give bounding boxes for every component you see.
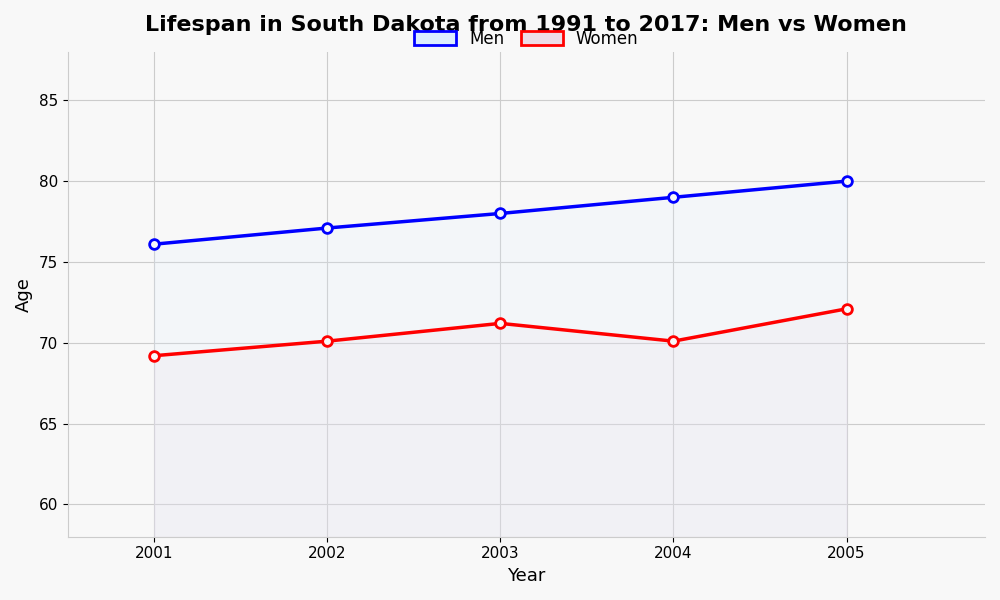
Title: Lifespan in South Dakota from 1991 to 2017: Men vs Women: Lifespan in South Dakota from 1991 to 20… <box>145 15 907 35</box>
Legend: Men, Women: Men, Women <box>406 22 647 56</box>
Y-axis label: Age: Age <box>15 277 33 312</box>
X-axis label: Year: Year <box>507 567 546 585</box>
